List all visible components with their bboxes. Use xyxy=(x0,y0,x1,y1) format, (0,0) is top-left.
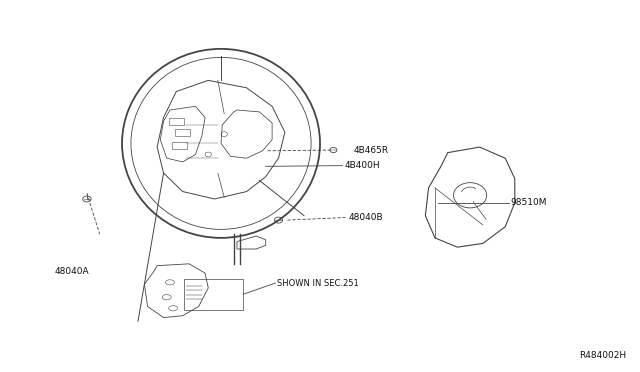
Bar xyxy=(184,279,243,310)
Text: 4B465R: 4B465R xyxy=(354,146,389,155)
Text: 98510M: 98510M xyxy=(510,198,547,207)
Text: R484002H: R484002H xyxy=(579,351,627,360)
Bar xyxy=(172,142,187,149)
Text: 48040B: 48040B xyxy=(349,213,383,222)
Text: 48040A: 48040A xyxy=(55,267,90,276)
Bar xyxy=(175,129,190,136)
Text: SHOWN IN SEC.251: SHOWN IN SEC.251 xyxy=(277,279,359,288)
Bar xyxy=(169,118,184,125)
Text: 4B400H: 4B400H xyxy=(344,161,380,170)
